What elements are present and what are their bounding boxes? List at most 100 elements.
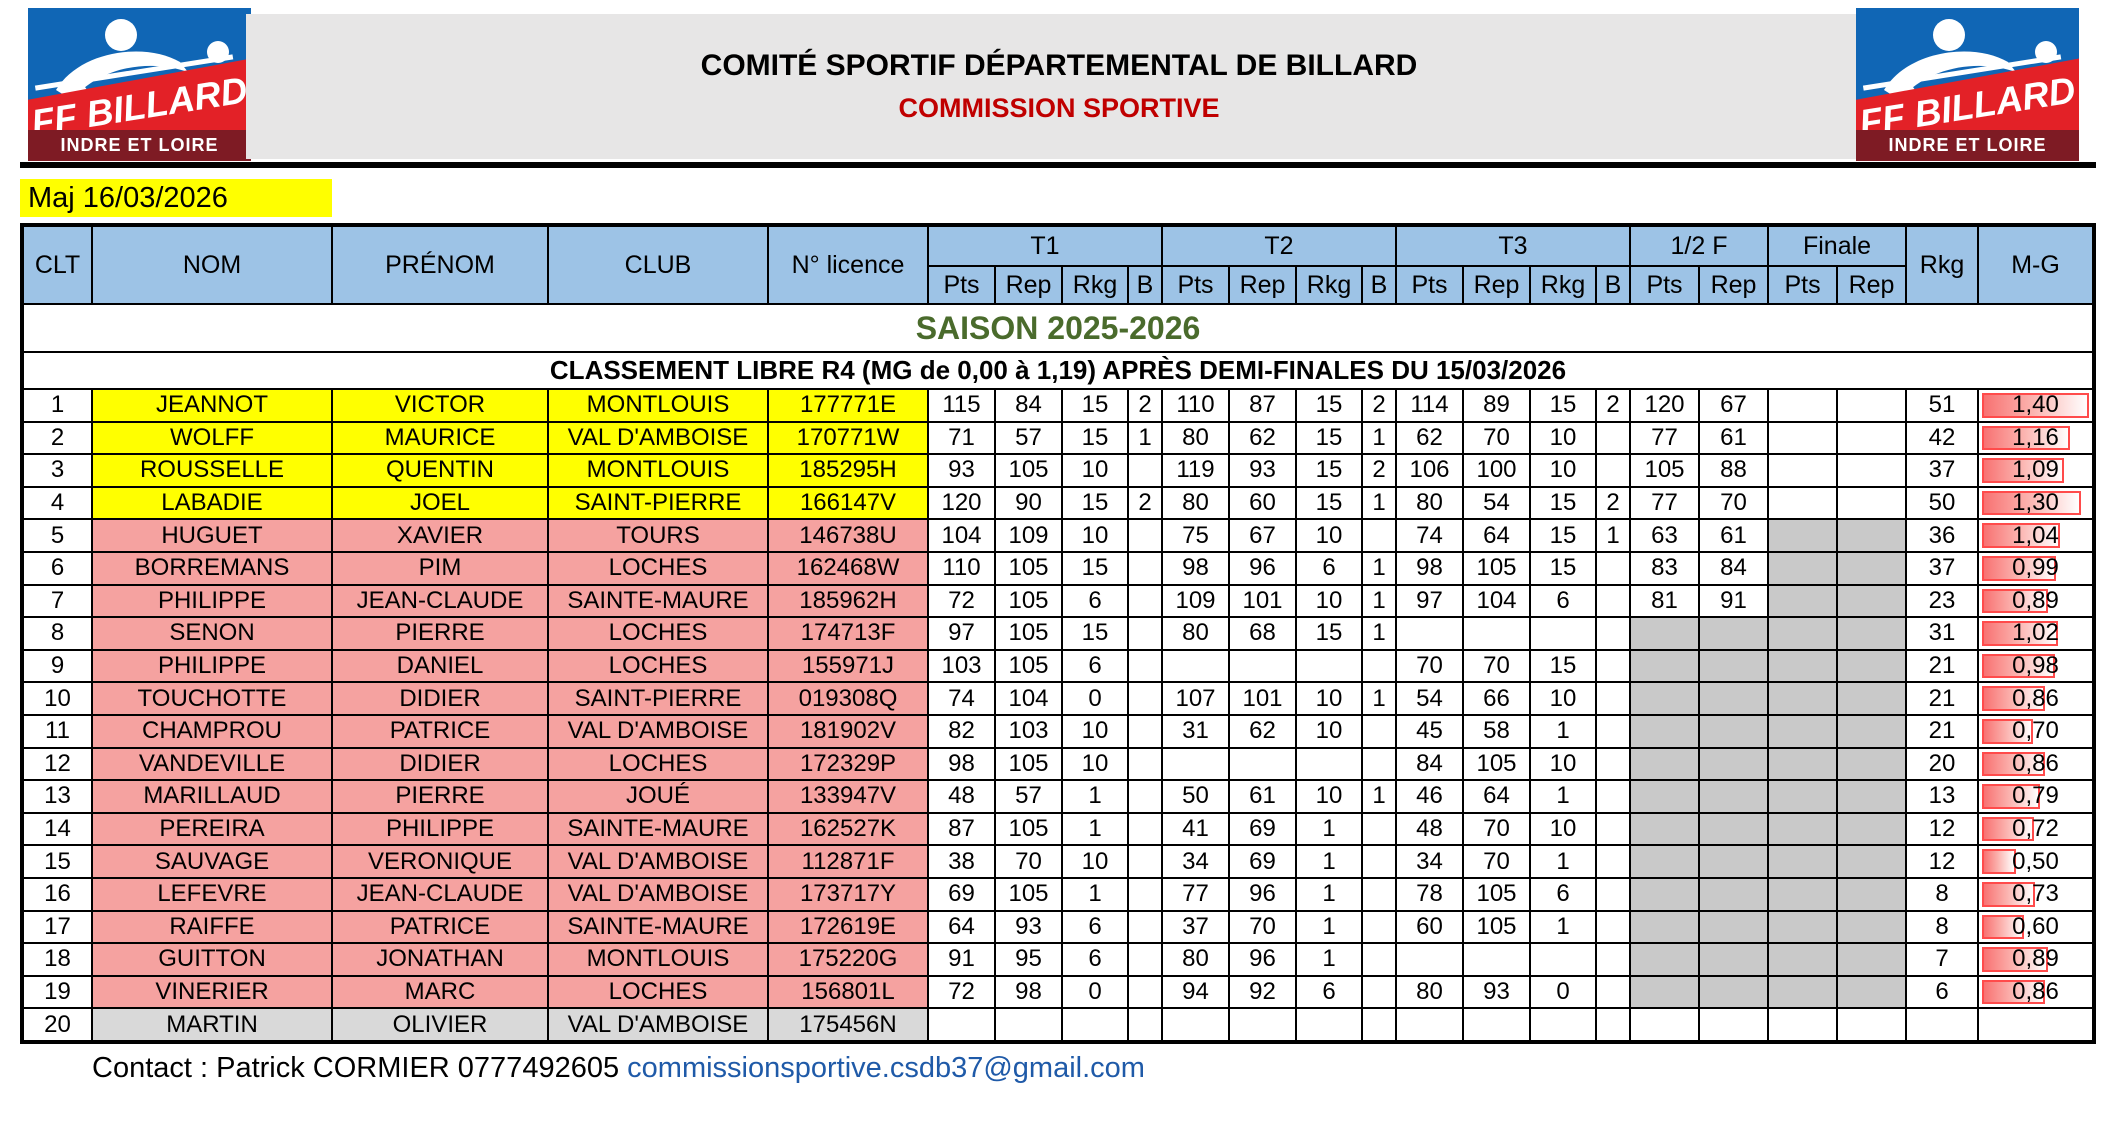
cell-club: VAL D'AMBOISE — [547, 713, 769, 749]
cell-club: VAL D'AMBOISE — [547, 1007, 769, 1043]
col-t1-rkg: Rkg — [1061, 265, 1129, 305]
cell-t3-rkg — [1529, 942, 1597, 977]
cell-t1-pts: 97 — [927, 616, 996, 651]
cell-t2-rkg — [1295, 1007, 1363, 1043]
cell-mg: 0,86 — [1977, 974, 2096, 1010]
cell-nom: MARTIN — [91, 1007, 333, 1043]
cell-demi-pts — [1629, 909, 1700, 945]
cell-mg: 1,04 — [1977, 518, 2096, 553]
cell-club: SAINTE-MAURE — [547, 909, 769, 945]
cell-t1-b — [1127, 453, 1163, 488]
cell-t1-rep: 98 — [994, 974, 1063, 1010]
cell-t1-rkg: 15 — [1061, 616, 1129, 651]
cell-t1-rkg: 10 — [1061, 518, 1129, 553]
cell-rkg: 37 — [1905, 550, 1980, 586]
ffbillard-logo-left: FF BILLARD INDRE ET LOIRE — [28, 8, 251, 161]
ffbillard-logo-right: FF BILLARD INDRE ET LOIRE — [1856, 8, 2079, 161]
cell-t3-rep: 105 — [1462, 876, 1531, 912]
cell-rkg: 12 — [1905, 844, 1980, 879]
cell-prenom: VERONIQUE — [331, 844, 549, 879]
cell-t2-rep: 87 — [1228, 388, 1297, 423]
cell-t3-rep: 70 — [1462, 648, 1531, 684]
cell-t3-pts: 48 — [1395, 811, 1464, 847]
contact-line: Contact : Patrick CORMIER 0777492605 com… — [92, 1052, 2104, 1085]
player-row: 16 LEFEVRE JEAN-CLAUDE VAL D'AMBOISE 173717Y… — [21, 876, 2096, 912]
cell-t1-b — [1127, 909, 1163, 945]
cell-t2-pts — [1161, 1007, 1230, 1043]
cell-t2-b — [1361, 942, 1397, 977]
cell-demi-pts — [1629, 713, 1700, 749]
cell-clt: 6 — [21, 550, 93, 586]
cell-nom: RAIFFE — [91, 909, 333, 945]
cell-club: SAINT-PIERRE — [547, 681, 769, 716]
cell-t1-rkg: 15 — [1061, 550, 1129, 586]
cell-mg: 0,86 — [1977, 681, 2096, 716]
cell-t3-rkg: 15 — [1529, 648, 1597, 684]
cell-t1-pts — [927, 1007, 996, 1043]
cell-t2-pts: 119 — [1161, 453, 1230, 488]
cell-rkg: 23 — [1905, 583, 1980, 619]
cell-t3-b — [1595, 746, 1631, 782]
cell-rkg: 21 — [1905, 713, 1980, 749]
cell-t1-pts: 103 — [927, 648, 996, 684]
cell-nom: SENON — [91, 616, 333, 651]
cell-finale-pts — [1767, 420, 1839, 456]
cell-t1-rep: 57 — [994, 420, 1063, 456]
cell-t3-rep: 70 — [1462, 420, 1531, 456]
mg-value: 1,30 — [2012, 489, 2059, 517]
cell-clt: 20 — [21, 1007, 93, 1043]
committee-banner: COMITÉ SPORTIF DÉPARTEMENTAL DE BILLARD … — [246, 14, 1872, 159]
cell-t3-rkg: 10 — [1529, 746, 1597, 782]
cell-t1-rkg: 0 — [1061, 681, 1129, 716]
cell-rkg: 20 — [1905, 746, 1980, 782]
col-demi-rep: Rep — [1697, 265, 1770, 305]
cell-licence: 177771E — [767, 388, 929, 423]
cell-demi-pts: 77 — [1629, 420, 1700, 456]
cell-t2-rkg: 15 — [1295, 420, 1363, 456]
cell-finale-pts — [1767, 713, 1839, 749]
mg-value: 1,04 — [2012, 521, 2059, 549]
table-body: 1 JEANNOT VICTOR MONTLOUIS 177771E 115 84 15 2 11… — [21, 388, 2096, 1043]
cell-finale-rep — [1836, 485, 1908, 521]
mg-databar — [1982, 849, 2017, 874]
cell-club: MONTLOUIS — [547, 453, 769, 488]
mg-value: 0,72 — [2012, 815, 2059, 843]
cell-t1-rkg: 0 — [1061, 974, 1129, 1010]
player-row: 6 BORREMANS PIM LOCHES 162468W 110 105 15 98 96 6 1… — [21, 550, 2096, 586]
cell-t1-rep: 105 — [994, 648, 1063, 684]
cell-demi-pts — [1629, 746, 1700, 782]
cell-mg — [1977, 1007, 2096, 1043]
mg-value: 1,02 — [2012, 619, 2059, 647]
cell-t3-rep: 54 — [1462, 485, 1531, 521]
cell-finale-pts — [1767, 1007, 1839, 1043]
cell-t1-pts: 48 — [927, 779, 996, 814]
cell-t1-b — [1127, 648, 1163, 684]
cell-t2-b: 1 — [1361, 420, 1397, 456]
cell-t2-rep: 101 — [1228, 583, 1297, 619]
player-row: 19 VINERIER MARC LOCHES 156801L 72 98 0 94 92 6 80 9… — [21, 974, 2096, 1010]
col-group-t1: T1 — [927, 224, 1163, 267]
cell-t1-pts: 69 — [927, 876, 996, 912]
cell-finale-pts — [1767, 681, 1839, 716]
cell-t2-b — [1361, 713, 1397, 749]
cell-finale-pts — [1767, 518, 1839, 553]
contact-email-link[interactable]: commissionsportive.csdb37@gmail.com — [627, 1051, 1145, 1084]
classement-title: CLASSEMENT LIBRE R4 (MG de 0,00 à 1,19) … — [20, 351, 2096, 390]
cell-t2-rkg: 1 — [1295, 811, 1363, 847]
season-title: SAISON 2025-2026 — [20, 303, 2096, 353]
cell-mg: 0,72 — [1977, 811, 2096, 847]
cell-licence: 162527K — [767, 811, 929, 847]
mg-databar — [1982, 621, 2059, 646]
cell-demi-rep — [1697, 844, 1770, 879]
cell-t3-rkg: 0 — [1529, 974, 1597, 1010]
cell-prenom: QUENTIN — [331, 453, 549, 488]
cell-t2-pts: 110 — [1161, 388, 1230, 423]
cell-t3-rep: 105 — [1462, 909, 1531, 945]
cell-clt: 5 — [21, 518, 93, 553]
cell-licence: 185962H — [767, 583, 929, 619]
cell-prenom: VICTOR — [331, 388, 549, 423]
cell-club: LOCHES — [547, 550, 769, 586]
cell-t3-pts: 84 — [1395, 746, 1464, 782]
cell-t2-b — [1361, 746, 1397, 782]
cell-nom: LEFEVRE — [91, 876, 333, 912]
